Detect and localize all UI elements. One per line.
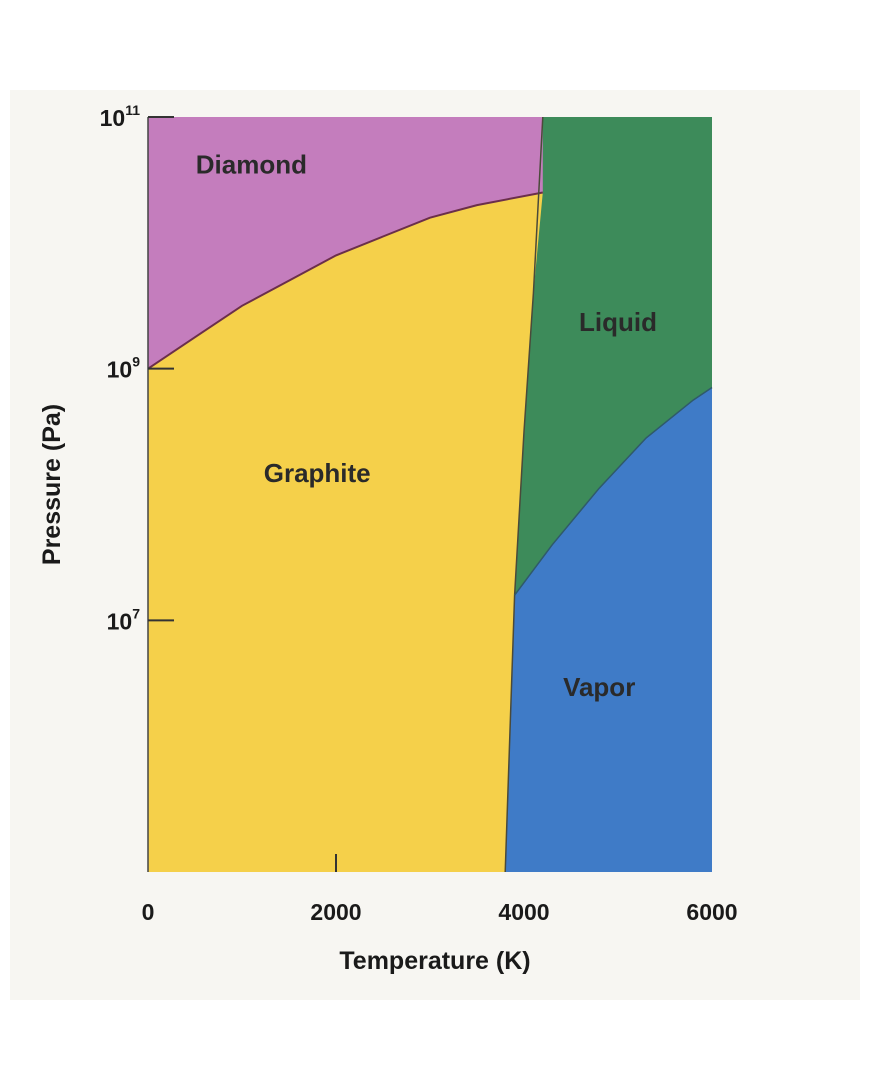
phase-boundaries: [147, 116, 713, 873]
x-tick-label: 0: [142, 899, 155, 925]
y-tick-label: 109: [107, 354, 141, 383]
region-labels: Diamond Graphite Liquid Vapor: [196, 150, 657, 702]
region-label-diamond: Diamond: [196, 150, 307, 180]
y-axis-title: Pressure (Pa): [38, 404, 66, 565]
y-tick-label: 107: [107, 605, 141, 634]
y-tick-exponent: 11: [125, 102, 140, 118]
melting-boundary: [504, 116, 544, 873]
region-label-liquid: Liquid: [579, 307, 657, 337]
diamond-region: [148, 117, 543, 369]
x-axis-title: Temperature (K): [339, 947, 530, 975]
x-tick-label: 6000: [686, 899, 737, 925]
y-tick-base: 10: [100, 105, 126, 131]
y-tick-exponent: 9: [132, 354, 140, 370]
x-tick-label: 2000: [310, 899, 361, 925]
phase-regions: [148, 117, 712, 872]
region-label-vapor: Vapor: [563, 672, 635, 702]
y-tick-base: 10: [107, 608, 133, 634]
liquid-vapor-boundary: [513, 386, 713, 596]
vapor-region: [505, 387, 712, 872]
graphite-diamond-boundary: [147, 191, 543, 370]
x-tick-label: 4000: [498, 899, 549, 925]
graphite-region: [148, 192, 543, 872]
y-tick-exponent: 7: [132, 605, 140, 621]
region-label-graphite: Graphite: [264, 458, 371, 488]
y-tick-label: 1011: [100, 102, 141, 131]
y-tick-base: 10: [107, 357, 133, 383]
